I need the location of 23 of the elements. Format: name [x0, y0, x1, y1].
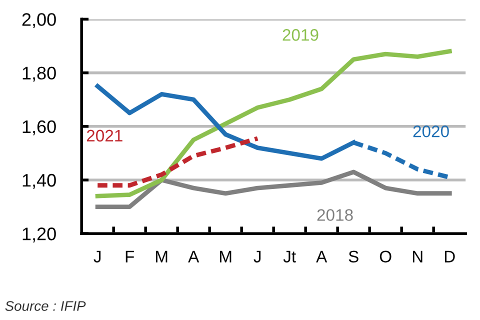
x-tick-label: J: [94, 250, 101, 263]
line-series: [95, 170, 452, 210]
y-tick-label: 1,20: [22, 228, 56, 242]
x-tick-label: J: [254, 250, 261, 263]
x-tick-label: Jt: [283, 250, 296, 263]
series-label: 2018: [317, 209, 353, 221]
y-tick-label: 1,80: [22, 66, 56, 82]
x-tick-label: D: [444, 250, 455, 262]
x-tick-label: O: [380, 250, 392, 263]
x-tick-label: F: [126, 250, 134, 262]
x-tick-label: A: [188, 250, 200, 262]
text: 2021: [86, 130, 122, 142]
x-tick-label: M: [156, 250, 168, 262]
source-note: Source : IFIP: [5, 301, 86, 311]
series-label: 2020: [413, 126, 449, 138]
x-tick-label: N: [412, 250, 422, 262]
y-tick-label: 1,60: [22, 120, 56, 136]
x-tick-label: S: [348, 250, 358, 263]
text: 2019: [282, 29, 318, 41]
x-tick-label: M: [220, 250, 232, 262]
y-tick-label: 1,40: [22, 174, 56, 189]
x-tick-label: A: [316, 250, 328, 262]
y-tick-label: 2,00: [22, 13, 56, 28]
